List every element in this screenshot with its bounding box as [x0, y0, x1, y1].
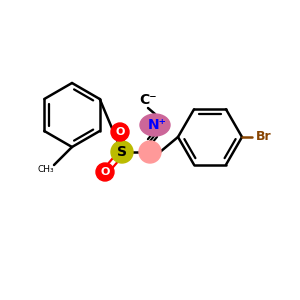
Text: CH₃: CH₃: [38, 164, 54, 173]
Text: O: O: [100, 167, 110, 177]
Text: S: S: [117, 145, 127, 159]
Circle shape: [96, 163, 114, 181]
Text: Br: Br: [256, 130, 272, 143]
Text: C⁻: C⁻: [139, 93, 157, 107]
Text: N⁺: N⁺: [148, 118, 166, 132]
Text: O: O: [115, 127, 125, 137]
Circle shape: [111, 141, 133, 163]
Ellipse shape: [140, 114, 170, 136]
Circle shape: [139, 141, 161, 163]
Circle shape: [111, 123, 129, 141]
